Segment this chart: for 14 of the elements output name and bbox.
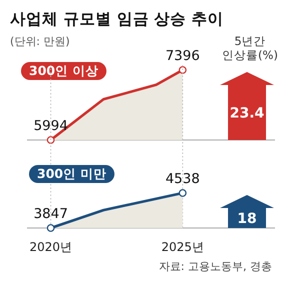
data-label: 7396 [165, 48, 200, 64]
chart-subtitle: (단위: 만원) [10, 35, 70, 48]
text: 300인 미만 [37, 166, 106, 181]
data-label: 4538 [165, 171, 200, 187]
data-label: 5994 [34, 118, 68, 134]
x-tick-label: 2020년 [29, 240, 72, 254]
chart-title: 사업체 규모별 임금 상승 추이 [10, 10, 224, 28]
text: 5년간 인상률(%) [222, 34, 278, 62]
annotation: 18 [237, 211, 257, 227]
text: 자료: 고용노동부, 경총 [158, 260, 272, 273]
series-label: 300인 이상 [29, 63, 98, 78]
data-label: 3847 [34, 206, 68, 222]
x-tick-label: 2025년 [161, 240, 204, 254]
annotation: 23.4 [230, 106, 265, 122]
